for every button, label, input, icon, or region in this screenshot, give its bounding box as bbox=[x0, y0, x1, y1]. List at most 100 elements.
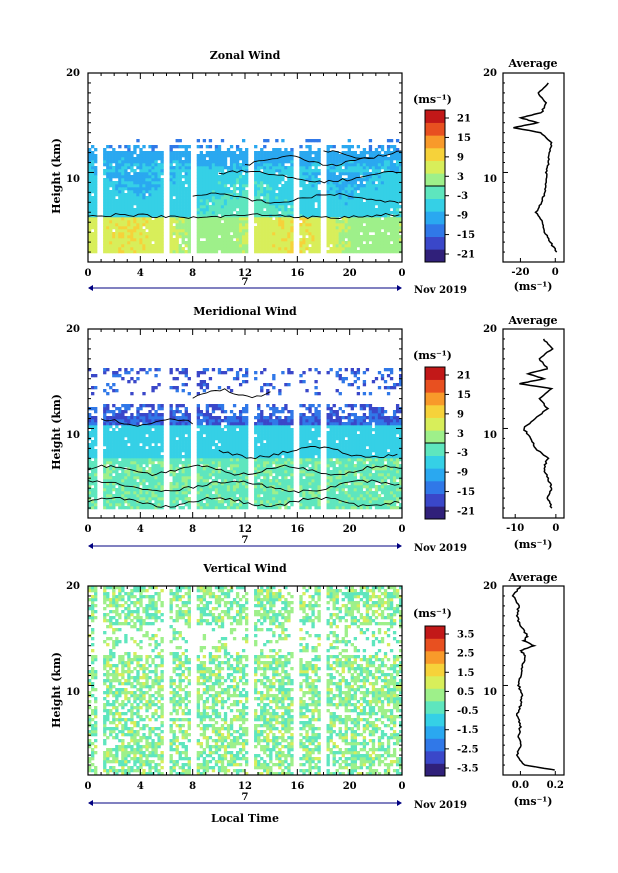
heatmap-cell bbox=[208, 247, 213, 251]
heatmap-cell bbox=[229, 485, 234, 489]
heatmap-cell bbox=[241, 190, 246, 194]
heatmap-cell bbox=[232, 506, 237, 510]
heatmap-cell bbox=[335, 151, 339, 155]
heatmap-cell bbox=[317, 464, 321, 468]
heatmap-cell bbox=[130, 500, 134, 504]
heatmap-cell bbox=[109, 449, 113, 453]
heatmap-cell bbox=[329, 488, 333, 492]
heatmap-cell bbox=[275, 196, 279, 200]
heatmap-cell bbox=[302, 485, 306, 489]
heatmap-cell bbox=[266, 497, 270, 501]
heatmap-cell bbox=[187, 178, 191, 182]
heatmap-cell bbox=[184, 500, 188, 504]
heatmap-cell bbox=[223, 500, 228, 504]
heatmap-cell bbox=[368, 470, 373, 474]
heatmap-cell bbox=[368, 181, 373, 185]
heatmap-cell bbox=[121, 172, 125, 176]
heatmap-cell bbox=[311, 181, 315, 185]
heatmap-cell bbox=[211, 220, 216, 224]
heatmap-cell bbox=[290, 503, 294, 507]
heatmap-cell bbox=[398, 154, 403, 158]
heatmap-cell bbox=[178, 449, 182, 453]
heatmap-cell bbox=[241, 449, 246, 453]
heatmap-cell bbox=[305, 244, 309, 248]
heatmap-cell bbox=[202, 467, 207, 471]
heatmap-cell bbox=[365, 187, 370, 191]
heatmap-cell bbox=[139, 184, 143, 188]
heatmap-cell bbox=[145, 166, 149, 170]
heatmap-cell bbox=[199, 458, 204, 462]
heatmap-cell bbox=[281, 223, 285, 227]
heatmap-cell bbox=[311, 157, 315, 161]
heatmap-cell bbox=[311, 217, 315, 221]
heatmap-cell bbox=[217, 461, 222, 465]
heatmap-cell bbox=[106, 455, 110, 459]
heatmap-cell bbox=[353, 488, 358, 492]
heatmap-cell bbox=[208, 455, 213, 459]
heatmap-cell bbox=[157, 184, 161, 188]
heatmap-cell bbox=[121, 455, 125, 459]
heatmap-cell bbox=[157, 479, 161, 483]
heatmap-cell bbox=[118, 241, 122, 245]
heatmap-cell bbox=[103, 464, 107, 468]
heatmap-cell bbox=[241, 232, 246, 236]
heatmap-cell bbox=[341, 506, 345, 510]
heatmap-cell bbox=[199, 229, 204, 233]
heatmap-cell bbox=[338, 241, 342, 245]
heatmap-cell bbox=[356, 232, 361, 236]
heatmap-cell bbox=[371, 473, 376, 477]
heatmap-cell bbox=[284, 232, 288, 236]
heatmap-cell bbox=[223, 452, 228, 456]
heatmap-cell bbox=[329, 175, 333, 179]
heatmap-cell bbox=[214, 464, 219, 468]
heatmap-cell bbox=[124, 196, 128, 200]
heatmap-cell bbox=[338, 247, 342, 251]
heatmap-cell bbox=[356, 500, 361, 504]
heatmap-cell bbox=[269, 208, 273, 212]
heatmap-cell bbox=[275, 187, 279, 191]
heatmap-cell bbox=[175, 199, 179, 203]
heatmap-cell bbox=[160, 479, 164, 483]
heatmap-cell bbox=[175, 178, 179, 182]
heatmap-cell bbox=[103, 488, 107, 492]
heatmap-cell bbox=[371, 482, 376, 486]
heatmap-cell bbox=[311, 214, 315, 218]
heatmap-cell bbox=[217, 211, 222, 215]
heatmap-cell bbox=[395, 235, 400, 239]
heatmap-cell bbox=[91, 449, 95, 453]
heatmap-cell bbox=[353, 494, 358, 498]
heatmap-cell bbox=[317, 217, 321, 221]
heatmap-cell bbox=[112, 244, 116, 248]
heatmap-cell bbox=[106, 166, 110, 170]
heatmap-cell bbox=[106, 163, 110, 167]
heatmap-cell bbox=[109, 205, 113, 209]
heatmap-cell bbox=[365, 175, 370, 179]
heatmap-cell bbox=[196, 223, 201, 227]
heatmap-cell bbox=[377, 244, 382, 248]
heatmap-cell bbox=[169, 506, 173, 510]
heatmap-cell bbox=[257, 485, 261, 489]
heatmap-cell bbox=[121, 214, 125, 218]
heatmap-cell bbox=[311, 473, 315, 477]
heatmap-cell bbox=[299, 223, 303, 227]
heatmap-cell bbox=[311, 488, 315, 492]
heatmap-cell bbox=[106, 208, 110, 212]
heatmap-cell bbox=[398, 503, 403, 507]
heatmap-cell bbox=[362, 163, 367, 167]
heatmap-cell bbox=[311, 470, 315, 474]
heatmap-cell bbox=[305, 172, 309, 176]
heatmap-cell bbox=[311, 208, 315, 212]
heatmap-cell bbox=[151, 244, 155, 248]
heatmap-cell bbox=[124, 235, 128, 239]
heatmap-cell bbox=[245, 181, 249, 185]
heatmap-cell bbox=[299, 145, 303, 149]
heatmap-cell bbox=[359, 506, 364, 510]
heatmap-cell bbox=[217, 500, 222, 504]
heatmap-cell bbox=[148, 250, 152, 254]
heatmap-cell bbox=[139, 217, 143, 221]
heatmap-cell bbox=[365, 190, 370, 194]
heatmap-cell bbox=[287, 452, 291, 456]
heatmap-cell bbox=[103, 217, 107, 221]
heatmap-cell bbox=[187, 455, 191, 459]
heatmap-cell bbox=[335, 476, 339, 480]
